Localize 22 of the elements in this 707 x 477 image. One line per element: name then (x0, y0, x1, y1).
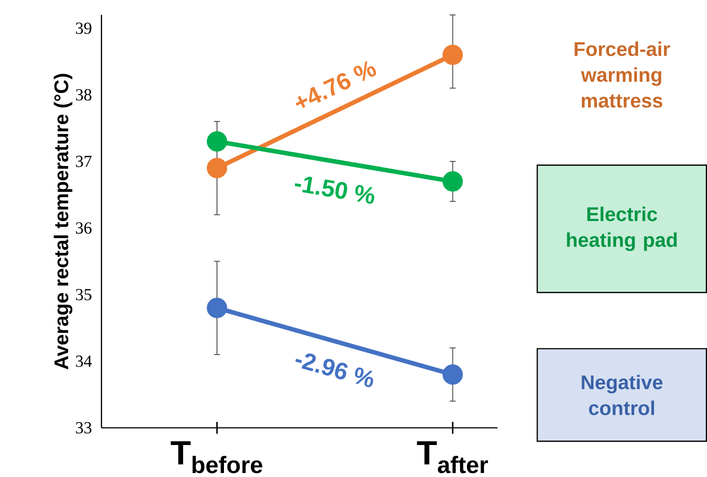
point (442, 364, 463, 385)
point (206, 158, 228, 178)
x-tick-label: T$_{after}$ (416, 441, 488, 474)
x-tick-label: T$_{before}$ (170, 441, 262, 474)
point (442, 44, 463, 66)
y-tick-label: 35 (76, 289, 92, 301)
y-tick-label: 33 (76, 422, 92, 434)
annotation: -2.96 % (295, 354, 374, 388)
y-tick-label: 39 (76, 22, 92, 34)
y-tick-label: 34 (76, 356, 92, 368)
y-axis-title: Average rectal temperature (°C) (54, 74, 72, 370)
annotation: +4.76 % (296, 61, 376, 108)
y-tick-label: 36 (76, 222, 92, 234)
y-tick-label: 38 (76, 89, 92, 101)
text: Forced-air warming mattress (574, 42, 670, 108)
point (206, 298, 228, 318)
point (206, 132, 228, 152)
text: Negative control (582, 375, 662, 416)
y-tick-label: 37 (76, 156, 92, 168)
annotation: -1.50 % (294, 176, 374, 204)
text: Electric heating pad (567, 206, 677, 252)
point (442, 171, 463, 192)
